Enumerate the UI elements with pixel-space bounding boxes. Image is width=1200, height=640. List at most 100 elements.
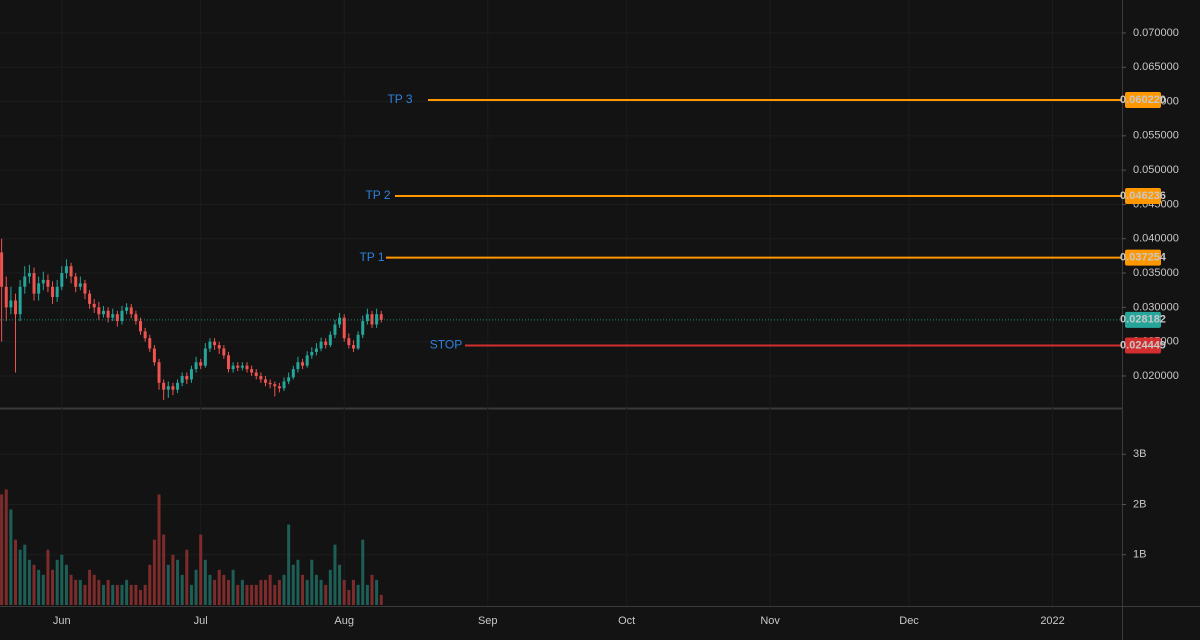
volume-bar	[157, 494, 161, 605]
candle-body	[203, 348, 207, 366]
volume-tick-label: 3B	[1133, 448, 1146, 460]
volume-bar	[152, 539, 156, 605]
volume-bar	[69, 574, 73, 605]
volume-bar	[23, 544, 27, 605]
candle-body	[273, 384, 277, 387]
candle-body	[41, 279, 45, 284]
volume-bar	[213, 579, 217, 605]
candle-body	[64, 266, 68, 274]
volume-bar	[55, 559, 59, 605]
candle-body	[199, 362, 203, 366]
volume-bar	[4, 489, 8, 605]
volume-bar	[319, 579, 323, 605]
volume-bar	[259, 579, 263, 605]
volume-bar	[240, 579, 244, 605]
volume-bar	[199, 534, 203, 605]
candle-body	[296, 362, 300, 370]
candle-body	[333, 324, 337, 335]
volume-bar	[14, 539, 18, 605]
candle-body	[51, 286, 55, 298]
x-tick-label: Jun	[53, 615, 71, 627]
volume-bar	[333, 544, 337, 605]
candle-body	[27, 273, 31, 277]
volume-bar	[296, 559, 300, 605]
candle-body	[347, 338, 351, 346]
candle-body	[328, 334, 332, 346]
level-label: 0.037254	[1120, 251, 1167, 263]
volume-bar	[222, 574, 226, 605]
candle-body	[250, 369, 254, 373]
volume-bar	[287, 524, 291, 605]
volume-bar	[254, 584, 258, 605]
volume-bar	[268, 574, 272, 605]
x-tick-label: Oct	[618, 615, 635, 627]
candle-body	[9, 300, 13, 308]
volume-bar	[328, 569, 332, 605]
volume-bar	[379, 594, 383, 605]
y-tick-label: 0.065000	[1133, 61, 1179, 73]
volume-bar	[250, 584, 254, 605]
volume-bar	[37, 569, 41, 605]
volume-bar	[361, 539, 365, 605]
candle-body	[277, 386, 281, 389]
candle-body	[180, 375, 184, 383]
candle-body	[74, 276, 78, 287]
candle-body	[101, 310, 105, 315]
y-tick-label: 0.040000	[1133, 233, 1179, 245]
volume-bar	[111, 584, 115, 605]
candle-body	[361, 321, 365, 335]
candle-body	[97, 307, 101, 315]
candle-body	[282, 381, 286, 389]
volume-bar	[356, 584, 360, 605]
candle-body	[92, 303, 96, 308]
volume-bar	[277, 579, 281, 605]
candle-body	[14, 300, 18, 315]
volume-bar	[185, 549, 189, 605]
candle-body	[226, 355, 230, 370]
volume-bar	[365, 584, 369, 605]
y-tick-label: 0.035000	[1133, 267, 1179, 279]
candle-body	[379, 314, 383, 320]
volume-bar	[291, 564, 295, 605]
candle-body	[55, 286, 59, 298]
candle-body	[338, 317, 342, 325]
volume-bar	[51, 569, 55, 605]
x-tick-label: Nov	[760, 615, 780, 627]
volume-bar	[301, 574, 305, 605]
candle-body	[240, 365, 244, 368]
candle-body	[143, 331, 147, 339]
candle-body	[37, 283, 41, 294]
level-tag	[1125, 92, 1161, 109]
candle-body	[375, 314, 379, 325]
volume-bar	[273, 584, 277, 605]
level-label: 0.060220	[1120, 94, 1166, 106]
candle-body	[245, 365, 249, 370]
candle-body	[4, 286, 8, 308]
volume-bar	[18, 549, 22, 605]
volume-bar	[64, 564, 68, 605]
volume-bar	[88, 569, 92, 605]
volume-bar	[342, 579, 346, 605]
candle-body	[18, 286, 22, 315]
volume-bar	[115, 584, 119, 605]
volume-bar	[351, 579, 355, 605]
candle-body	[46, 279, 50, 287]
volume-bar	[101, 584, 105, 605]
volume-bar	[305, 579, 309, 605]
level-name: TP 3	[387, 92, 412, 106]
volume-bar	[0, 494, 4, 605]
candle-body	[189, 369, 193, 380]
level-name: TP 2	[365, 188, 390, 202]
candle-body	[176, 382, 180, 390]
candle-body	[78, 283, 82, 287]
candle-body	[139, 321, 143, 332]
candle-body	[157, 362, 161, 383]
candle-body	[171, 386, 175, 390]
level-name: TP 1	[359, 250, 384, 264]
candle-body	[120, 310, 124, 322]
y-tick-label: 0.050000	[1133, 164, 1179, 176]
volume-bar	[245, 584, 249, 605]
volume-bar	[231, 569, 235, 605]
